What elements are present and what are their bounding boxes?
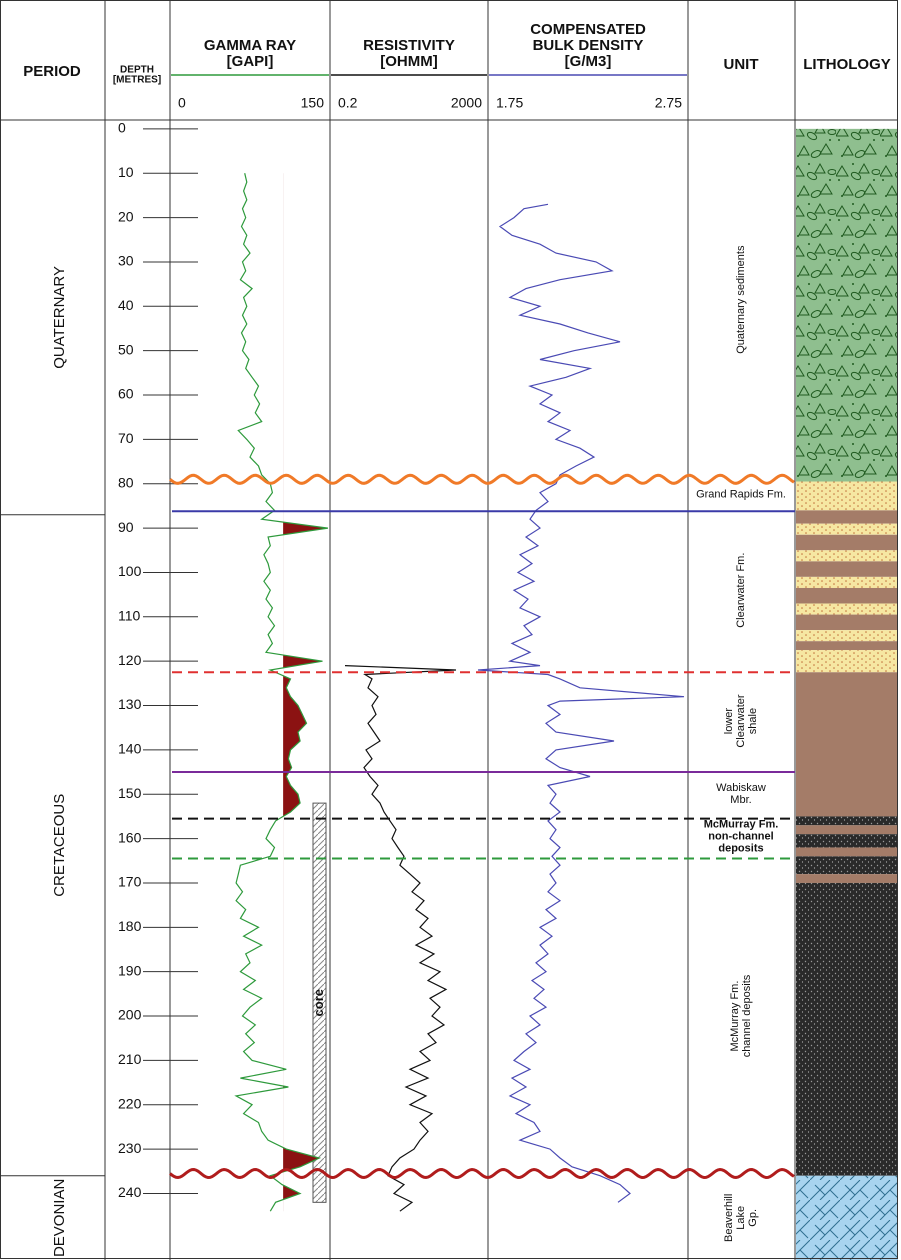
unit-label: Gp.: [747, 1209, 759, 1227]
depth-tick-label: 40: [118, 297, 134, 313]
lithology-interval: [796, 874, 898, 883]
core-label: core: [311, 989, 326, 1016]
lithology-interval: [796, 577, 898, 588]
period-label: QUATERNARY: [51, 266, 68, 369]
lithology-interval: [796, 1176, 898, 1260]
depth-tick-label: 130: [118, 696, 142, 712]
depth-tick-label: 30: [118, 253, 134, 269]
depth-tick-label: 230: [118, 1140, 142, 1156]
unit-label: Lake: [735, 1206, 747, 1230]
lithology-interval: [796, 834, 898, 847]
well-log-chart: PERIOD DEPTH [METRES] UNIT LITHOLOGY QUA…: [0, 0, 901, 1260]
x-tick-label: 2.75: [655, 95, 682, 111]
lithology-interval: [796, 630, 898, 641]
lithology-interval: [796, 672, 898, 816]
depth-tick-label: 180: [118, 918, 142, 934]
unit-label: shale: [747, 708, 759, 734]
depth-tick-label: 170: [118, 874, 142, 890]
lithology-interval: [796, 129, 898, 482]
depth-tick-label: 60: [118, 386, 134, 402]
log-curve: [345, 666, 456, 1212]
track-title: RESISTIVITY: [363, 37, 455, 54]
track-title: [GAPI]: [227, 53, 274, 70]
lithology-interval: [796, 550, 898, 561]
period-label: CRETACEOUS: [51, 794, 68, 897]
unit-label: Quaternary sediments: [735, 245, 747, 354]
lithology-interval: [796, 604, 898, 615]
depth-tick-label: 90: [118, 519, 134, 535]
lithology-interval: [796, 588, 898, 604]
depth-tick-label: 80: [118, 474, 134, 490]
unit-label: Beaverhill: [723, 1194, 735, 1242]
lithology-interval: [796, 615, 898, 631]
period-header: PERIOD: [23, 63, 81, 80]
depth-tick-label: 160: [118, 829, 142, 845]
lithology-interval: [796, 650, 898, 672]
lithology-interval: [796, 847, 898, 856]
x-tick-label: 1.75: [496, 95, 523, 111]
track-title: COMPENSATED: [530, 21, 646, 38]
unit-label: lower: [723, 708, 735, 735]
track-title: [G/M3]: [565, 53, 612, 70]
depth-tick-label: 210: [118, 1051, 142, 1067]
track-title: GAMMA RAY: [204, 37, 296, 54]
depth-header: [METRES]: [113, 75, 161, 86]
fill-layer: [0, 120, 898, 1260]
lithology-header: LITHOLOGY: [803, 56, 891, 73]
lithology-interval: [796, 561, 898, 577]
track-title: BULK DENSITY: [533, 37, 644, 54]
depth-tick-label: 140: [118, 741, 142, 757]
unit-label: Clearwater Fm.: [735, 553, 747, 628]
x-tick-label: 2000: [451, 95, 482, 111]
period-label: DEVONIAN: [51, 1179, 68, 1257]
overlay-layer: QUATERNARY CRETACEOUS DEVONIAN 0 10 20 30 40 50 6…: [0, 21, 795, 1257]
x-tick-label: 150: [301, 95, 325, 111]
depth-tick-label: 220: [118, 1095, 142, 1111]
depth-tick-label: 100: [118, 563, 142, 579]
lithology-interval: [796, 524, 898, 535]
depth-tick-label: 190: [118, 962, 142, 978]
unit-label: non-channel: [708, 830, 773, 842]
depth-tick-label: 200: [118, 1007, 142, 1023]
unit-label: Wabiskaw: [716, 782, 766, 794]
depth-tick-label: 150: [118, 785, 142, 801]
unit-header: UNIT: [724, 56, 759, 73]
depth-tick-label: 10: [118, 164, 134, 180]
unit-label: Mbr.: [730, 794, 751, 806]
lithology-interval: [796, 856, 898, 874]
depth-tick-label: 70: [118, 430, 134, 446]
unit-label: deposits: [718, 842, 763, 854]
depth-tick-label: 240: [118, 1184, 142, 1200]
x-tick-label: 0.2: [338, 95, 358, 111]
depth-tick-label: 20: [118, 208, 134, 224]
lithology-interval: [796, 641, 898, 650]
unconformity: [170, 1170, 794, 1178]
lithology-interval: [796, 816, 898, 825]
lithology-interval: [796, 510, 898, 523]
outer-border: [1, 1, 898, 1259]
depth-tick-label: 0: [118, 120, 126, 136]
x-tick-label: 0: [178, 95, 186, 111]
unit-label: channel deposits: [741, 974, 753, 1057]
unit-label: Clearwater: [735, 694, 747, 748]
lithology-interval: [796, 883, 898, 1176]
unit-label: Grand Rapids Fm.: [696, 489, 786, 501]
depth-tick-label: 110: [118, 608, 141, 624]
depth-tick-label: 120: [118, 652, 142, 668]
unit-label: McMurray Fm.: [729, 981, 741, 1052]
depth-tick-label: 50: [118, 341, 134, 357]
lithology-interval: [796, 535, 898, 551]
frame: [0, 0, 898, 1260]
lithology-interval: [796, 825, 898, 834]
track-title: [OHMM]: [380, 53, 437, 70]
lithology-interval: [796, 482, 898, 511]
log-curve: [478, 204, 684, 1202]
unit-label: McMurray Fm.: [704, 818, 779, 830]
